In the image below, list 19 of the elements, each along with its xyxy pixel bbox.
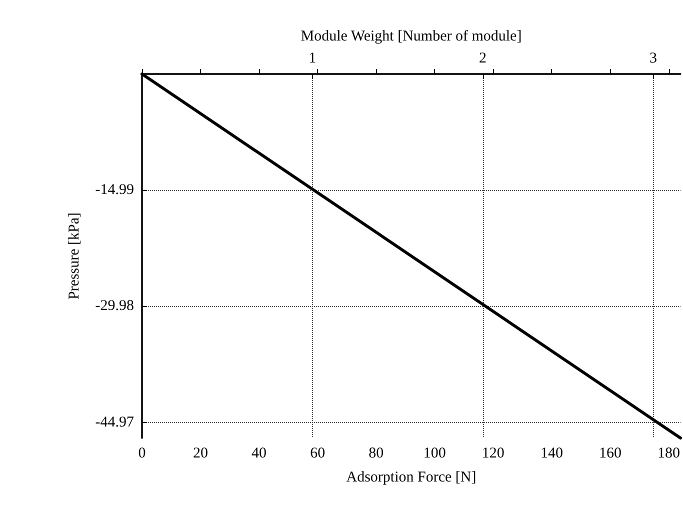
x-tick-label: 20 (193, 446, 208, 462)
x2-tick-label: 3 (649, 50, 657, 66)
x-tick-label: 160 (598, 446, 622, 462)
y-tick-label: -44.97 (95, 414, 134, 430)
y-tick-label: -14.99 (95, 182, 134, 198)
x-tick-label: 0 (138, 446, 146, 462)
x2-axis-title: Module Weight [Number of module] (300, 28, 522, 44)
x-tick-label: 100 (423, 446, 446, 462)
x2-tick-label: 1 (308, 50, 316, 66)
x2-tick-label: 2 (479, 50, 487, 66)
y-axis-title: Pressure [kPa] (66, 212, 82, 300)
y-tick-label: -29.98 (95, 298, 134, 314)
x-tick-label: 40 (252, 446, 267, 462)
x-tick-label: 60 (310, 446, 326, 462)
x-tick-label: 120 (482, 446, 504, 462)
x-axis-title: Adsorption Force [N] (346, 470, 476, 486)
x-tick-label: 80 (368, 446, 384, 462)
x-tick-label: 140 (540, 446, 563, 462)
x-tick-label: 180 (658, 446, 680, 462)
